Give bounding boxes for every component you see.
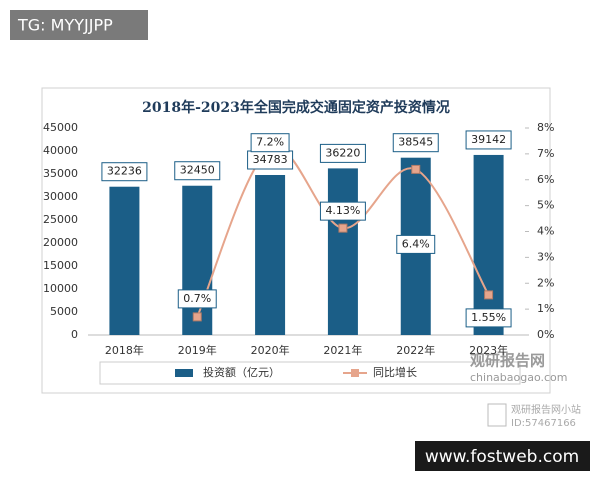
bar-value-label: 39142	[471, 133, 506, 146]
x-tick-label: 2018年	[105, 343, 144, 357]
domain: chinabaogao.com	[470, 371, 568, 384]
y2-tick-label: 7%	[537, 147, 554, 160]
bar	[473, 154, 504, 335]
legend-box	[99, 361, 521, 385]
y2-tick-label: 8%	[537, 121, 554, 134]
y2-tick-label: 4%	[537, 225, 554, 238]
bar-value-label: 36220	[325, 146, 360, 159]
line-marker	[338, 223, 348, 233]
chart-title: 2018年-2023年全国完成交通固定资产投资情况	[142, 99, 450, 116]
legend-label: 投资额（亿元）	[203, 365, 280, 379]
y-tick-label: 15000	[43, 259, 78, 272]
y-tick-label: 30000	[43, 190, 78, 203]
y-tick-label: 10000	[43, 282, 78, 295]
y2-tick-label: 6%	[537, 173, 554, 186]
y2-tick-label: 2%	[537, 276, 554, 289]
legend-swatch	[351, 369, 359, 377]
y-tick-label: 25000	[43, 213, 78, 226]
station-icon	[487, 403, 507, 427]
x-tick-label: 2022年	[396, 343, 435, 357]
bar-value-label: 32450	[180, 164, 215, 177]
y2-tick-label: 3%	[537, 250, 554, 263]
line-marker	[192, 312, 202, 322]
line-value-label-box	[465, 308, 512, 328]
y-tick-label: 45000	[43, 121, 78, 134]
line-value-label-box	[396, 234, 436, 254]
station: 观研报告网小站	[511, 403, 581, 416]
line-value-label-box	[177, 289, 217, 309]
bar-value-label: 38545	[398, 136, 433, 149]
y2-tick-label: 5%	[537, 199, 554, 212]
line-marker	[484, 290, 494, 300]
station-id: ID:57467166	[511, 418, 576, 429]
y-tick-label: 0	[71, 328, 78, 341]
bar	[109, 186, 140, 335]
y-tick-label: 20000	[43, 236, 78, 249]
x-tick-label: 2019年	[178, 343, 217, 357]
line-value-label: 4.13%	[325, 204, 360, 217]
tag: TG: MYYJJPP	[17, 16, 113, 35]
y2-tick-label: 0%	[537, 328, 554, 341]
bar-value-label-box	[101, 162, 148, 182]
line-marker	[411, 164, 421, 174]
line-value-label: 0.7%	[183, 292, 211, 305]
brand: 观研报告网	[470, 352, 545, 370]
y-tick-label: 5000	[50, 305, 78, 318]
y-tick-label: 35000	[43, 167, 78, 180]
tag-box	[10, 10, 148, 40]
legend-label: 同比增长	[373, 365, 417, 379]
bar-value-label-box	[174, 161, 221, 181]
line-value-label-box	[319, 201, 366, 221]
line-value-label: 1.55%	[471, 311, 506, 324]
bar-value-label: 34783	[253, 153, 288, 166]
site-box	[415, 441, 590, 471]
x-tick-label: 2020年	[251, 343, 290, 357]
y-tick-label: 40000	[43, 144, 78, 157]
bar	[182, 185, 213, 335]
x-tick-label: 2023年	[469, 343, 508, 357]
line-value-label: 6.4%	[402, 237, 430, 250]
line-value-label: 7.2%	[256, 136, 284, 149]
site: www.fostweb.com	[425, 447, 579, 467]
bar	[255, 174, 286, 335]
line-value-label-box	[250, 133, 290, 153]
bar-value-label-box	[319, 143, 366, 163]
bar	[327, 168, 358, 335]
bar-value-label-box	[465, 130, 512, 150]
bar-value-label-box	[392, 133, 439, 153]
y2-tick-label: 1%	[537, 302, 554, 315]
bar-value-label: 32236	[107, 165, 142, 178]
legend-swatch	[175, 369, 193, 377]
x-tick-label: 2021年	[323, 343, 362, 357]
